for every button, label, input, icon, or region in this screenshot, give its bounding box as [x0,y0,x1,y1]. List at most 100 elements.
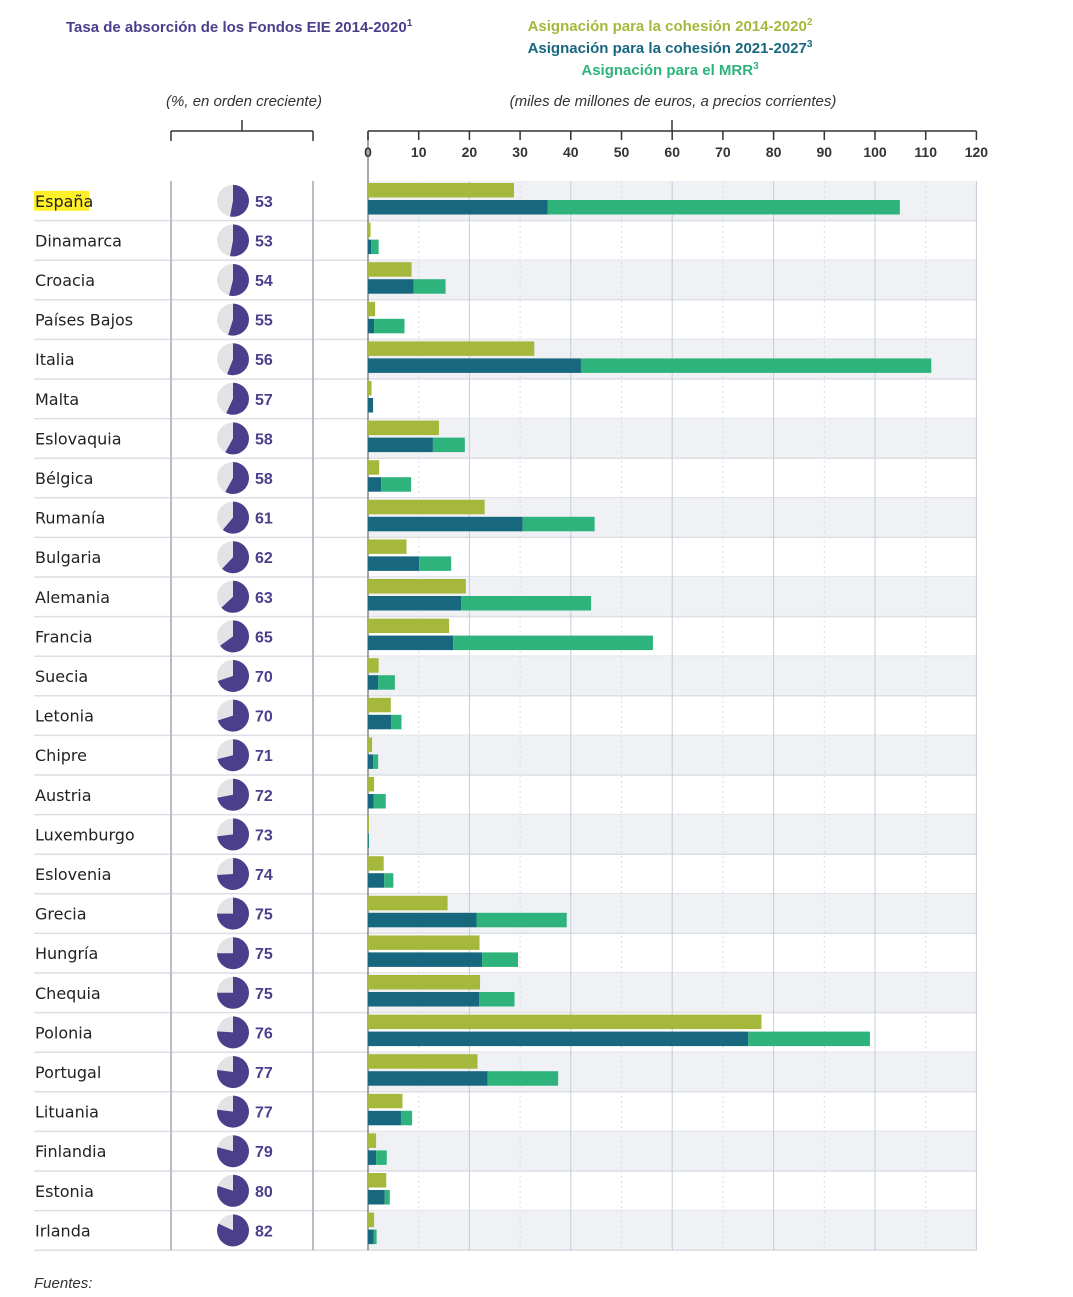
bar-rrf [413,279,446,294]
bar-rrf [373,1229,377,1245]
country-label: Estonia [35,1182,94,1201]
bar-cohesion-2021-2027 [368,1071,488,1086]
pie-slice [217,976,249,1009]
absorption-rate-label: 65 [255,629,273,646]
bar-cohesion-2021-2027 [368,1229,374,1245]
x-tick-label: 50 [614,144,630,160]
bar-rrf [371,239,379,255]
bar-cohesion-2014-2020 [368,301,376,317]
legend-sup: 2 [807,17,813,28]
bar-cohesion-2021-2027 [368,1190,385,1205]
bar-cohesion-2021-2027 [368,833,369,849]
absorption-rate-label: 62 [255,550,273,567]
legend-label: Asignación para la cohesión 2021-2027 [528,40,807,57]
bar-cohesion-2021-2027 [368,992,480,1007]
bar-cohesion-2021-2027 [368,477,382,492]
pie-slice [217,660,249,692]
country-label: Chipre [35,746,87,765]
bar-cohesion-2021-2027 [368,794,374,809]
bar-cohesion-2021-2027 [368,279,414,294]
bar-cohesion-2014-2020 [368,975,481,990]
bar-rrf [374,318,405,334]
absorption-rate-label: 75 [255,946,273,963]
bar-cohesion-2021-2027 [368,635,454,651]
bar-cohesion-2014-2020 [368,420,439,436]
legend-entry: Asignación para el MRR3 [581,61,759,79]
sources-label: Fuentes: [34,1275,92,1292]
country-label: Lituania [35,1103,99,1122]
allocation-subtitle: (miles de millones de euros, a precios c… [510,93,837,110]
bar-cohesion-2014-2020 [368,460,380,475]
bar-cohesion-2014-2020 [368,579,466,594]
absorption-rate-label: 80 [255,1184,273,1201]
absorption-rate-label: 77 [255,1105,273,1122]
x-tick-label: 90 [817,144,833,160]
country-label: Luxemburgo [35,825,135,844]
pie-slice [217,778,249,811]
bar-cohesion-2014-2020 [368,697,391,713]
bar-rrf [373,754,379,769]
pie-slice [217,1056,250,1088]
absorption-rate-label: 70 [255,709,273,726]
row-stripes [34,181,977,1251]
x-tick-label: 70 [715,144,731,160]
country-label: Chequia [35,984,101,1003]
country-label: Suecia [35,667,88,686]
bar-rrf [476,912,567,928]
bar-cohesion-2014-2020 [368,539,407,554]
pie-slice [217,937,249,970]
absorption-rate-label: 53 [255,233,273,250]
bar-cohesion-2014-2020 [368,499,485,515]
bar-rrf [479,992,515,1007]
bar-rrf [487,1071,559,1086]
absorption-rate-label: 61 [255,511,273,528]
bar-cohesion-2021-2027 [368,675,379,690]
x-tick-label: 60 [664,144,680,160]
country-label: Malta [35,390,79,409]
bar-rrf [384,873,394,888]
bar-rrf [432,437,465,453]
absorption-rate-label: 55 [255,313,273,330]
pie-slice [221,580,250,613]
bar-cohesion-2021-2027 [368,516,523,532]
bar-cohesion-2014-2020 [368,183,515,198]
absorption-rate-label: 73 [255,827,273,844]
bar-cohesion-2014-2020 [368,737,373,752]
absorption-rate-label: 56 [255,352,273,369]
bar-cohesion-2021-2027 [368,873,385,888]
pie-slice [228,303,249,336]
country-label: Eslovaquia [35,429,122,448]
country-label: Portugal [35,1063,101,1082]
absorption-rate-title-text: Tasa de absorción de los Fondos EIE 2014… [66,19,407,36]
bar-rrf [400,1110,413,1126]
bar-rrf [384,1190,390,1205]
absorption-rate-label: 54 [255,273,273,290]
absorption-rate-label: 72 [255,788,273,805]
pie-slice [230,184,249,217]
country-highlight [34,190,89,211]
country-label: Grecia [35,905,87,924]
bars [368,183,932,1245]
pie-slice [217,739,249,772]
bar-rrf [373,794,386,809]
absorption-rate-subtitle: (%, en orden creciente) [166,93,322,110]
bar-rrf [453,635,653,651]
country-label: Dinamarca [35,231,122,250]
legend-entry: Asignación para la cohesión 2021-20273 [528,39,813,57]
country-label: Italia [35,350,75,369]
absorption-rate-title: Tasa de absorción de los Fondos EIE 2014… [66,18,413,36]
bar-rrf [391,714,402,730]
x-tick-label: 120 [965,144,989,160]
pie-slice [217,818,250,851]
x-tick-label: 110 [914,144,937,160]
bar-cohesion-2021-2027 [368,596,462,611]
bar-rrf [381,477,412,492]
absorption-rate-label: 82 [255,1223,273,1240]
x-tick-label: 30 [512,144,528,160]
pie-slice [225,422,249,455]
x-tick-label: 40 [563,144,579,160]
pie-slice [216,1016,249,1049]
pie-slice [227,343,249,376]
absorption-rate-label: 75 [255,986,273,1003]
bar-cohesion-2014-2020 [368,816,369,832]
